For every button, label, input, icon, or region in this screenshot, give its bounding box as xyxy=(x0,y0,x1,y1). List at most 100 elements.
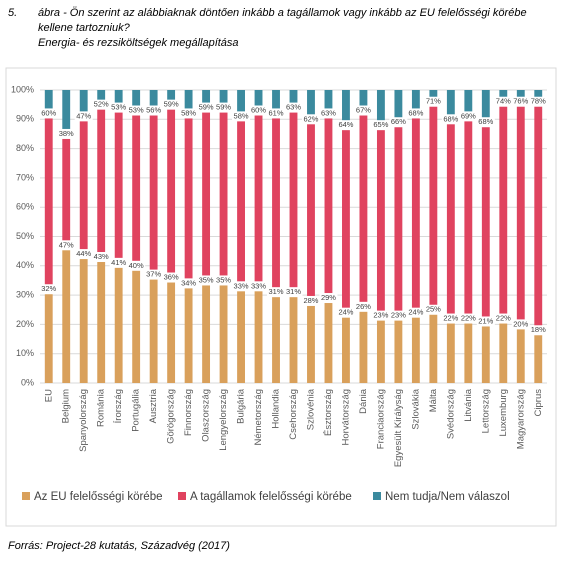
value-label-bg xyxy=(319,293,338,304)
value-label: 25% xyxy=(426,305,441,314)
bar-segment xyxy=(516,90,525,102)
value-label: 22% xyxy=(443,314,458,323)
value-label-bg xyxy=(494,96,513,107)
value-label-bg xyxy=(511,96,530,107)
value-label-bg xyxy=(406,108,425,119)
value-label-bg xyxy=(127,260,146,271)
bar-segment xyxy=(499,101,508,319)
bar-segment xyxy=(534,101,543,331)
y-tick-label: 100% xyxy=(11,84,34,94)
bar-segment xyxy=(342,125,350,313)
value-label: 23% xyxy=(373,311,388,320)
value-label: 65% xyxy=(373,120,388,129)
bar-segment xyxy=(289,107,298,293)
value-label-bg xyxy=(301,114,320,125)
value-label-bg xyxy=(371,310,390,321)
bar-segment xyxy=(97,104,106,258)
value-label-bg xyxy=(74,249,93,260)
bar-segment xyxy=(394,90,403,123)
value-label: 62% xyxy=(303,114,318,123)
value-label: 26% xyxy=(356,302,371,311)
y-tick-label: 0% xyxy=(21,377,34,387)
value-label: 21% xyxy=(478,316,493,325)
value-label-bg xyxy=(336,307,355,318)
bar-segment xyxy=(289,90,298,108)
value-label: 47% xyxy=(59,240,74,249)
value-label-bg xyxy=(232,281,251,292)
value-label-bg xyxy=(57,128,76,139)
value-label-bg xyxy=(39,284,58,295)
value-label-bg xyxy=(529,96,548,107)
y-tick-label: 70% xyxy=(16,172,34,182)
value-label: 59% xyxy=(199,103,214,112)
value-label-bg xyxy=(371,120,390,131)
value-label: 40% xyxy=(129,261,144,270)
bar-segment xyxy=(376,90,385,126)
legend-label: Nem tudja/Nem válaszol xyxy=(385,491,510,503)
bar-segment xyxy=(79,116,88,255)
value-label: 23% xyxy=(391,311,406,320)
value-label-bg xyxy=(109,102,128,113)
x-tick-label: Írország xyxy=(113,389,124,423)
x-tick-label: Dánia xyxy=(358,388,369,414)
value-label: 31% xyxy=(269,287,284,296)
bar-segment xyxy=(324,90,333,114)
value-label-bg xyxy=(424,96,443,107)
value-label: 78% xyxy=(531,97,546,106)
bar-segment xyxy=(114,90,123,108)
header: 5. ábra - Ön szerint az alábbiaknak dönt… xyxy=(8,6,548,51)
value-label-bg xyxy=(39,108,58,119)
value-label-bg xyxy=(459,111,478,122)
bar-segment xyxy=(79,90,88,117)
value-label-bg xyxy=(179,278,198,289)
value-label-bg xyxy=(267,287,286,298)
bar-segment xyxy=(132,90,141,111)
bar-segment xyxy=(237,116,245,287)
bar-segment xyxy=(184,90,193,114)
x-tick-label: Csehország xyxy=(288,389,299,440)
value-label: 34% xyxy=(181,278,196,287)
value-label: 58% xyxy=(234,111,249,120)
bar-segment xyxy=(202,107,211,281)
value-label-bg xyxy=(336,120,355,131)
x-tick-label: Finnország xyxy=(183,389,194,436)
bar-segment xyxy=(202,90,211,108)
bar-segment xyxy=(481,321,490,383)
figure-number: 5. xyxy=(8,7,18,19)
bar-segment xyxy=(219,280,228,383)
value-label-bg xyxy=(197,275,216,286)
x-tick-label: Horvátország xyxy=(340,389,351,446)
value-label: 71% xyxy=(426,97,441,106)
bar-segment xyxy=(219,107,228,281)
x-tick-label: Málta xyxy=(428,388,439,412)
source: Forrás: Project-28 kutatás, Századvég (2… xyxy=(8,540,230,552)
value-label-bg xyxy=(214,102,233,113)
value-label-bg xyxy=(511,319,530,330)
chart-frame xyxy=(5,67,557,527)
value-label-bg xyxy=(494,313,513,324)
value-label-bg xyxy=(267,108,286,119)
value-label-bg xyxy=(144,269,163,280)
value-label: 20% xyxy=(513,319,528,328)
bar-segment xyxy=(149,274,158,383)
value-label: 68% xyxy=(443,114,458,123)
value-label: 76% xyxy=(513,97,528,106)
value-label-bg xyxy=(249,281,268,292)
y-tick-label: 30% xyxy=(16,289,34,299)
value-label-bg xyxy=(354,105,373,116)
value-label-bg xyxy=(197,102,216,113)
bar-segment xyxy=(167,90,176,105)
value-label-bg xyxy=(57,240,76,251)
y-tick-label: 40% xyxy=(16,260,34,270)
bar-segment xyxy=(132,110,141,266)
x-tick-label: Németország xyxy=(253,389,264,446)
bar-segment xyxy=(202,280,211,383)
value-label: 32% xyxy=(41,284,56,293)
bar-segment xyxy=(44,289,53,383)
value-label: 47% xyxy=(76,111,91,120)
x-tick-label: Olaszország xyxy=(201,389,212,442)
bar-segment xyxy=(342,90,350,126)
bar-segment xyxy=(359,110,368,307)
bar-segment xyxy=(167,277,176,383)
